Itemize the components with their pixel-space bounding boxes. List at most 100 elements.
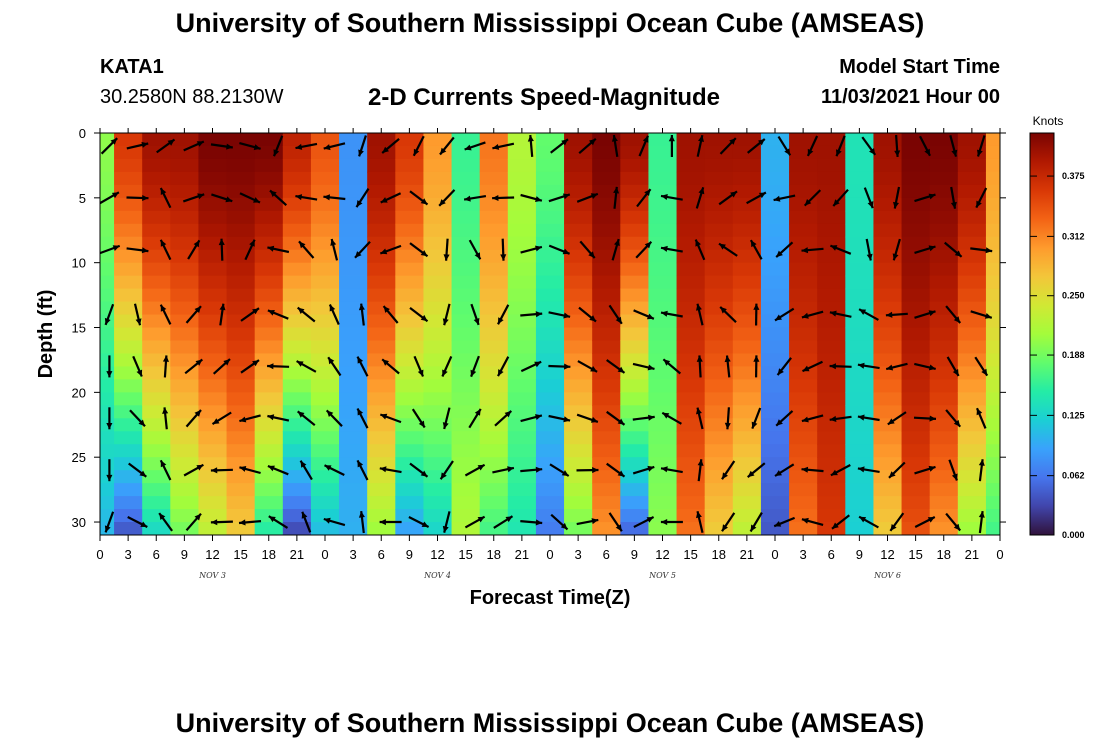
heatmap-cell — [873, 327, 903, 342]
heatmap-cell — [535, 405, 565, 419]
heatmap-cell — [100, 327, 115, 342]
current-vector-arrow — [695, 186, 705, 209]
heatmap-cell — [817, 210, 846, 225]
current-vector-arrow — [831, 514, 850, 530]
current-vector-arrow — [719, 306, 737, 323]
heatmap-cell — [732, 249, 762, 264]
heatmap-cell — [451, 133, 481, 147]
heatmap-cell — [198, 457, 228, 471]
current-vector-arrow — [443, 238, 450, 261]
current-vector-arrow — [244, 239, 256, 261]
heatmap-cell — [170, 145, 200, 160]
heatmap-cell — [226, 457, 256, 471]
heatmap-cell — [817, 340, 846, 355]
heatmap-cell — [254, 236, 284, 251]
current-vector-arrow — [412, 135, 425, 157]
heatmap-cell — [817, 197, 846, 212]
heatmap-cell — [732, 496, 762, 510]
heatmap-cell — [282, 522, 312, 535]
heatmap-cell — [142, 379, 171, 393]
heatmap-cell — [226, 496, 256, 510]
current-vector-arrow — [158, 512, 173, 532]
current-vector-arrow — [159, 459, 172, 481]
heatmap-cell — [873, 353, 903, 368]
heatmap-cell — [198, 327, 228, 342]
heatmap-cell — [873, 184, 903, 199]
heatmap-cell — [310, 509, 340, 523]
heatmap-cell — [901, 275, 931, 290]
heatmap-cell — [732, 133, 762, 147]
current-vector-arrow — [865, 238, 873, 261]
heatmap-cell — [760, 418, 790, 432]
heatmap-cell — [535, 288, 565, 303]
heatmap-cell — [760, 236, 790, 251]
heatmap-cell — [310, 210, 340, 225]
heatmap-cell — [676, 457, 706, 471]
heatmap-cell — [760, 405, 790, 419]
heatmap-cell — [957, 340, 987, 355]
heatmap-cell — [395, 353, 425, 368]
heatmap-cell — [957, 444, 987, 458]
heatmap-cell — [789, 275, 818, 290]
heatmap-cell — [592, 223, 621, 238]
heatmap-cell — [929, 184, 959, 199]
heatmap-cell — [339, 470, 368, 484]
heatmap-cell — [254, 288, 284, 303]
current-vector-arrow — [239, 142, 261, 151]
heatmap-cell — [142, 496, 171, 510]
x-tick-label: 21 — [290, 547, 304, 562]
heatmap-cell — [535, 133, 565, 147]
heatmap-cell — [395, 171, 425, 186]
current-vector-arrow — [747, 462, 766, 478]
current-vector-arrow — [183, 463, 204, 477]
heatmap-cell — [620, 223, 650, 238]
heatmap-cell — [901, 133, 931, 147]
current-vector-arrow — [470, 303, 480, 326]
heatmap-cell — [789, 483, 818, 497]
heatmap-cell — [901, 210, 931, 225]
heatmap-cell — [817, 314, 846, 329]
heatmap-cell — [310, 171, 340, 186]
current-vector-arrow — [802, 360, 823, 373]
heatmap-cell — [100, 145, 115, 160]
heatmap-cell — [901, 418, 931, 432]
heatmap-cell — [367, 145, 396, 160]
y-tick-label: 0 — [79, 126, 86, 141]
heatmap-cell — [873, 314, 903, 329]
heatmap-cell — [254, 197, 284, 212]
heatmap-cell — [254, 444, 284, 458]
current-vector-arrow — [381, 138, 400, 154]
heatmap-cell — [817, 509, 846, 523]
heatmap-cell — [423, 509, 453, 523]
current-vector-arrow — [608, 512, 623, 532]
heatmap-cell — [873, 236, 903, 251]
heatmap-cell — [282, 223, 312, 238]
heatmap-cell — [142, 158, 171, 173]
heatmap-cell — [479, 444, 509, 458]
heatmap-cell — [282, 366, 312, 380]
heatmap-cell — [395, 483, 425, 497]
heatmap-cell — [929, 379, 959, 393]
heatmap-cell — [170, 509, 200, 523]
current-vector-arrow — [550, 138, 569, 154]
heatmap-cell — [479, 392, 509, 406]
heatmap-cell — [957, 301, 987, 316]
current-vector-arrow — [358, 510, 365, 534]
heatmap-cell — [535, 340, 565, 355]
heatmap-cell — [395, 431, 425, 445]
heatmap-cell — [254, 262, 284, 277]
current-vector-arrow — [104, 303, 115, 326]
heatmap-cell — [479, 301, 509, 316]
heatmap-cell — [142, 197, 171, 212]
heatmap-cell — [957, 210, 987, 225]
heatmap-cell — [704, 249, 734, 264]
heatmap-cell — [367, 431, 396, 445]
heatmap-cell — [367, 275, 396, 290]
heatmap-cell — [395, 405, 425, 419]
current-vector-arrow — [327, 356, 342, 377]
heatmap-cell — [226, 171, 256, 186]
heatmap-cell — [451, 418, 481, 432]
x-tick-label: 3 — [575, 547, 582, 562]
current-vector-arrow — [774, 463, 795, 477]
heatmap-cell — [170, 431, 200, 445]
